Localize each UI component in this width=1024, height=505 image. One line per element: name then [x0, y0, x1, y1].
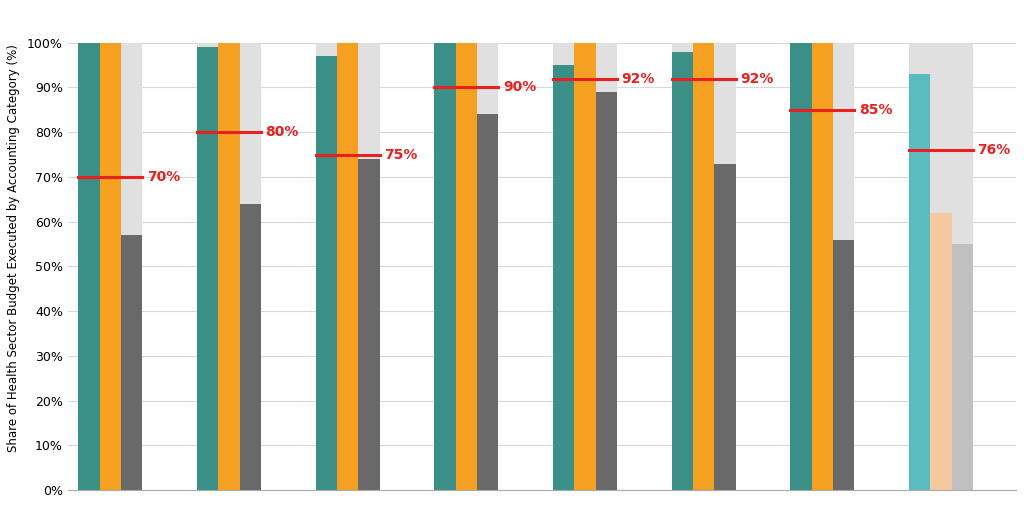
Bar [574, 43, 596, 490]
Text: 85%: 85% [859, 103, 892, 117]
Bar [834, 43, 854, 490]
Bar [951, 43, 973, 490]
Bar [240, 43, 261, 490]
Text: 92%: 92% [740, 72, 773, 85]
Bar [951, 244, 973, 490]
Bar [99, 43, 121, 490]
Bar [337, 43, 358, 490]
Text: 76%: 76% [978, 143, 1011, 157]
Bar [477, 43, 499, 490]
Bar [791, 43, 812, 490]
Bar [574, 43, 596, 490]
Bar [596, 92, 617, 490]
Bar [78, 43, 99, 490]
Bar [596, 43, 617, 490]
Bar [477, 114, 499, 490]
Bar [197, 47, 218, 490]
Bar [121, 43, 142, 490]
Text: 90%: 90% [503, 80, 537, 94]
Text: 92%: 92% [622, 72, 655, 85]
Bar [197, 43, 218, 490]
Bar [715, 164, 735, 490]
Bar [812, 43, 834, 490]
Y-axis label: Share of Health Sector Budget Executed by Accounting Category (%): Share of Health Sector Budget Executed b… [7, 44, 19, 452]
Bar [834, 239, 854, 490]
Bar [358, 43, 380, 490]
Bar [358, 159, 380, 490]
Bar [434, 43, 456, 490]
Bar [715, 43, 735, 490]
Bar [218, 43, 240, 490]
Bar [672, 52, 693, 490]
Bar [693, 43, 715, 490]
Bar [553, 43, 574, 490]
Bar [791, 43, 812, 490]
Bar [931, 213, 951, 490]
Bar [931, 43, 951, 490]
Bar [812, 43, 834, 490]
Bar [672, 43, 693, 490]
Bar [240, 204, 261, 490]
Bar [315, 43, 337, 490]
Text: 80%: 80% [265, 125, 299, 139]
Bar [553, 65, 574, 490]
Text: 70%: 70% [146, 170, 180, 184]
Bar [909, 74, 931, 490]
Bar [693, 43, 715, 490]
Bar [337, 43, 358, 490]
Bar [456, 43, 477, 490]
Bar [78, 43, 99, 490]
Bar [315, 56, 337, 490]
Bar [434, 43, 456, 490]
Bar [99, 43, 121, 490]
Bar [456, 43, 477, 490]
Bar [218, 43, 240, 490]
Bar [909, 43, 931, 490]
Bar [121, 235, 142, 490]
Text: 75%: 75% [384, 147, 418, 162]
